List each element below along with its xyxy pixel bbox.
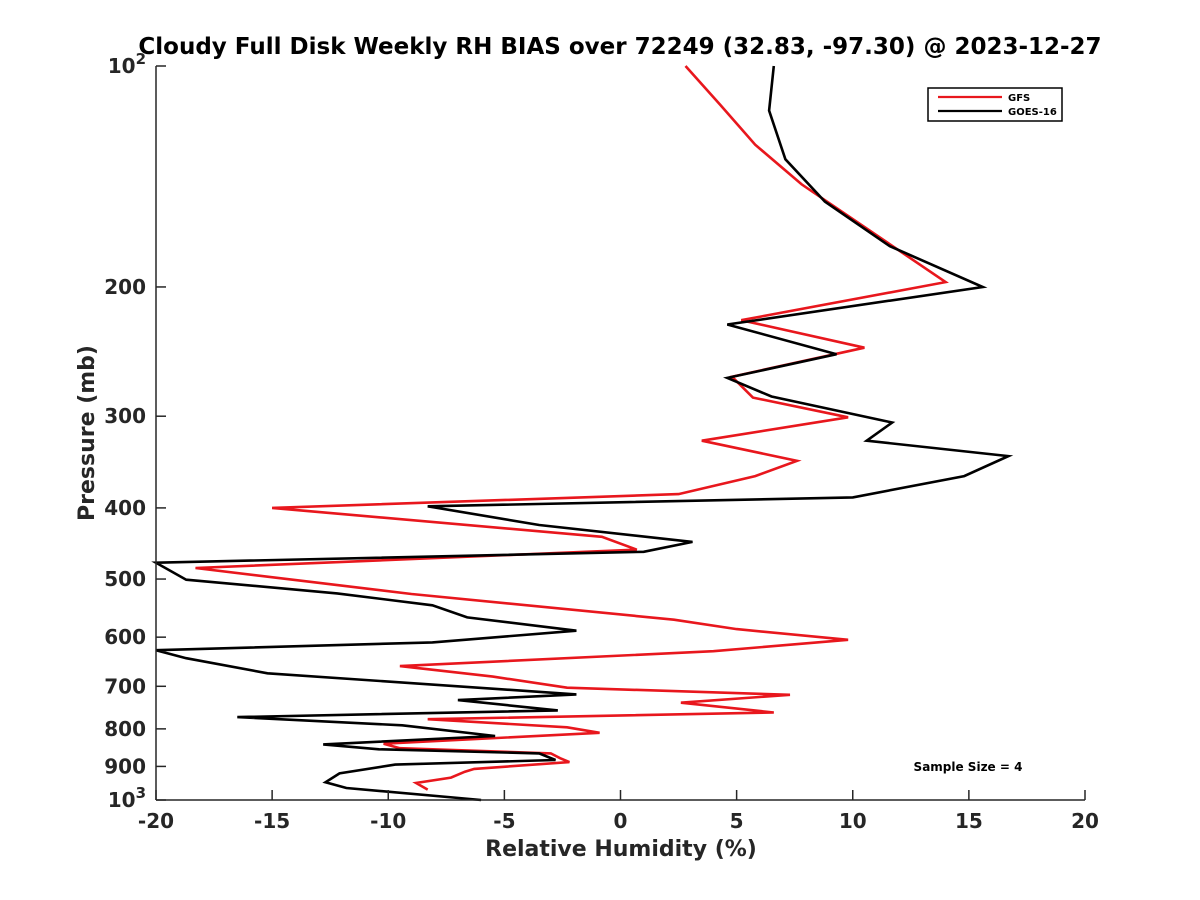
x-tick-label: -20 xyxy=(138,809,174,833)
y-tick-label: 200 xyxy=(104,275,146,299)
x-tick-label: 20 xyxy=(1071,809,1099,833)
series-layer xyxy=(151,65,1014,802)
x-axis-label: Relative Humidity (%) xyxy=(485,837,757,862)
x-tick-label: 5 xyxy=(730,809,744,833)
legend: GFS GOES-16 xyxy=(927,87,1063,122)
y-tick-label: 300 xyxy=(104,404,146,428)
sample-size-annotation: Sample Size = 4 xyxy=(914,760,1023,774)
chart-title: Cloudy Full Disk Weekly RH BIAS over 722… xyxy=(138,34,1101,60)
legend-label-gfs: GFS xyxy=(1008,93,1030,104)
y-tick-label: 500 xyxy=(104,567,146,591)
x-tick-label: 10 xyxy=(839,809,867,833)
y-tick-label: 700 xyxy=(104,674,146,698)
series-line-goes-16 xyxy=(151,65,1014,802)
plot-area xyxy=(151,65,1086,802)
x-tick-label: -10 xyxy=(370,809,406,833)
x-tick-label: -5 xyxy=(493,809,515,833)
y-tick-label: 600 xyxy=(104,625,146,649)
x-tick-labels: -20 -15 -10 -5 0 5 10 15 20 xyxy=(138,809,1099,833)
legend-label-goes-16: GOES-16 xyxy=(1008,107,1057,118)
x-tick-label: 0 xyxy=(614,809,628,833)
x-tick-label: 15 xyxy=(955,809,983,833)
y-tick-label: 900 xyxy=(104,754,146,778)
legend-box xyxy=(927,87,1063,122)
y-tick-label: 800 xyxy=(104,717,146,741)
y-tick-label: 400 xyxy=(104,496,146,520)
y-axis-label: Pressure (mb) xyxy=(75,345,100,521)
axes-layer xyxy=(155,65,1086,801)
x-tick-label: -15 xyxy=(254,809,290,833)
